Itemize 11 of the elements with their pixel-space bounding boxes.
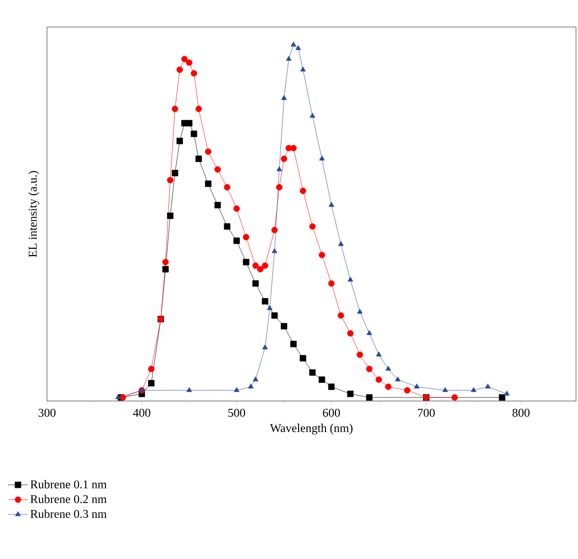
x-tick-label: 400: [133, 408, 150, 417]
x-tick-label: 500: [228, 408, 246, 417]
x-tick-label: 300: [38, 408, 56, 417]
x-tick-label: 800: [512, 408, 530, 417]
legend-label: Rubrene 0.1 nm: [30, 480, 107, 488]
y-axis-title: EL intensity (a.u.): [28, 171, 40, 258]
legend-label: Rubrene 0.2 nm: [30, 494, 107, 504]
legend-label: Rubrene 0.3 nm: [30, 510, 107, 518]
x-axis-title: Wavelength (nm): [270, 424, 352, 435]
x-tick-label: 700: [418, 408, 435, 417]
x-tick-label: 600: [322, 408, 340, 417]
